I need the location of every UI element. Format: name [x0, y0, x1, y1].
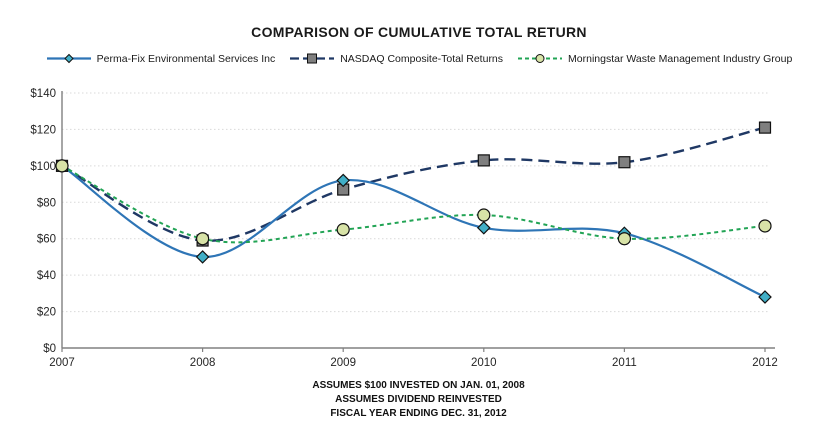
data-point-marker	[336, 173, 351, 188]
y-axis-label: $80	[37, 197, 56, 209]
data-point-marker	[195, 250, 210, 264]
data-point-marker	[477, 154, 490, 167]
series-line-0	[61, 164, 766, 299]
y-axis-label: $0	[43, 343, 56, 355]
legend-item-nasdaq: NASDAQ Composite-Total Returns	[289, 52, 503, 65]
y-axis-label: $60	[37, 234, 56, 246]
data-point-marker	[758, 219, 772, 233]
chart-footnotes: ASSUMES $100 INVESTED ON JAN. 01, 2008 A…	[62, 379, 775, 421]
data-point-marker	[55, 159, 69, 173]
data-point-marker	[618, 156, 631, 169]
data-point-marker	[196, 232, 210, 246]
x-axis-label: 2008	[190, 357, 216, 369]
y-axis-label: $20	[37, 307, 56, 319]
legend-label-permafix: Perma-Fix Environmental Services Inc	[96, 52, 276, 65]
data-point-marker	[477, 208, 491, 222]
legend-item-permafix: Perma-Fix Environmental Services Inc	[46, 52, 276, 65]
x-axis-label: 2007	[49, 357, 75, 369]
line-circle-swatch-icon	[518, 54, 563, 63]
y-axis-label: $120	[30, 124, 56, 136]
x-axis-label: 2011	[612, 357, 637, 369]
data-point-marker	[476, 220, 491, 235]
y-axis-label: $140	[30, 88, 56, 100]
data-point-marker	[758, 290, 772, 304]
data-point-marker	[758, 121, 772, 134]
x-axis-label: 2009	[330, 357, 356, 369]
chart-legend: Perma-Fix Environmental Services Inc NAS…	[0, 52, 838, 65]
footnote-line-1: ASSUMES $100 INVESTED ON JAN. 01, 2008	[312, 380, 525, 391]
footnote-line-2: ASSUMES DIVIDEND REINVESTED	[335, 394, 502, 405]
x-axis-label: 2010	[471, 357, 497, 369]
legend-label-nasdaq: NASDAQ Composite-Total Returns	[340, 52, 504, 65]
data-point-marker	[336, 223, 350, 237]
series-line-2	[61, 164, 766, 244]
line-diamond-swatch-icon	[46, 53, 91, 64]
series-line-1	[61, 126, 766, 242]
x-axis-label: 2012	[752, 357, 778, 369]
y-axis-label: $100	[30, 161, 56, 173]
data-point-marker	[617, 232, 632, 246]
y-axis-label: $40	[37, 270, 56, 282]
legend-label-morningstar: Morningstar Waste Management Industry Gr…	[568, 52, 793, 65]
legend-item-morningstar: Morningstar Waste Management Industry Gr…	[517, 52, 792, 65]
chart-title: COMPARISON OF CUMULATIVE TOTAL RETURN	[251, 24, 587, 40]
footnote-line-3: FISCAL YEAR ENDING DEC. 31, 2012	[330, 408, 507, 419]
line-square-swatch-icon	[290, 53, 335, 64]
